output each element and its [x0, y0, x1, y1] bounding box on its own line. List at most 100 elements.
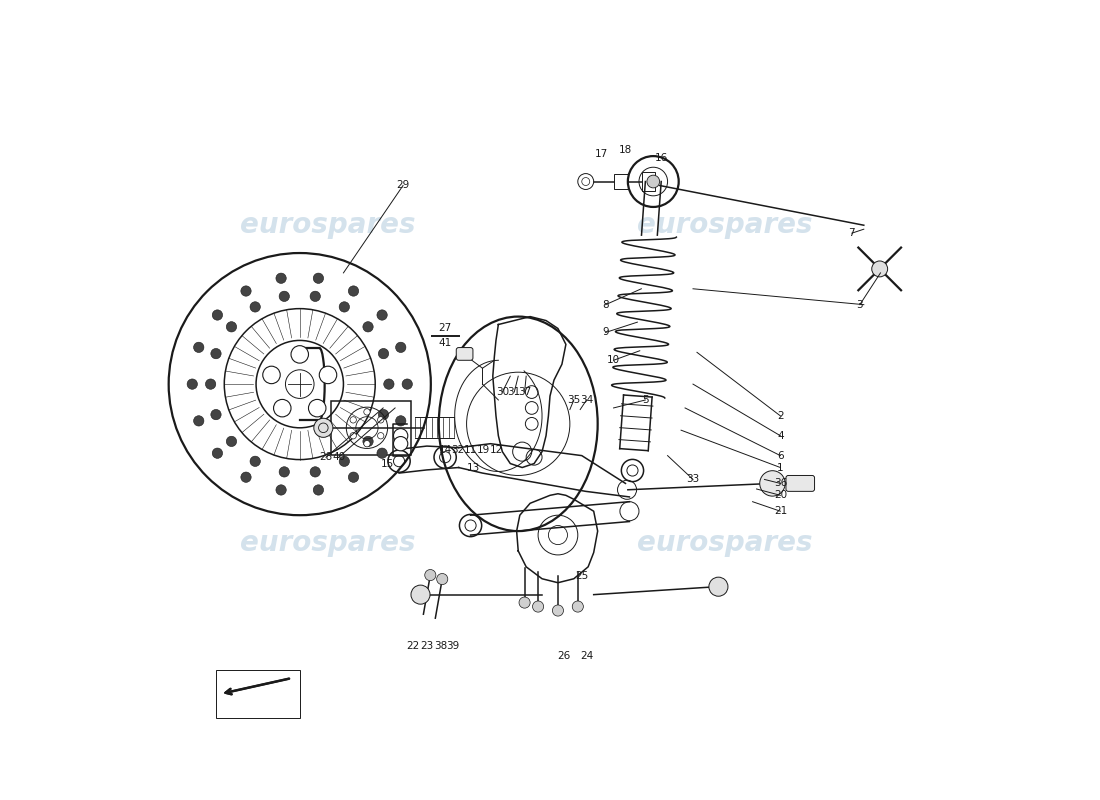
Text: 24: 24 [580, 651, 593, 661]
Circle shape [572, 601, 583, 612]
Text: 20: 20 [773, 490, 786, 500]
Text: 28: 28 [319, 452, 332, 462]
Circle shape [377, 417, 384, 423]
Circle shape [250, 456, 261, 466]
Circle shape [411, 585, 430, 604]
Circle shape [377, 448, 387, 458]
Text: 22: 22 [407, 642, 420, 651]
Circle shape [378, 349, 388, 358]
Text: 4: 4 [777, 430, 783, 441]
Circle shape [206, 379, 216, 390]
Text: 31: 31 [507, 387, 521, 397]
Text: 13: 13 [466, 462, 480, 473]
Circle shape [194, 416, 204, 426]
Text: 32: 32 [451, 445, 464, 455]
Text: 8: 8 [603, 300, 609, 310]
Text: 36: 36 [773, 478, 786, 489]
Circle shape [708, 577, 728, 596]
Text: 1: 1 [777, 462, 783, 473]
Circle shape [314, 273, 323, 283]
Circle shape [279, 291, 289, 302]
Text: 10: 10 [607, 355, 620, 366]
Text: 16: 16 [654, 153, 668, 162]
Text: 27: 27 [439, 323, 452, 334]
Text: 7: 7 [848, 228, 855, 238]
Circle shape [308, 399, 326, 417]
Text: 34: 34 [580, 395, 593, 405]
Text: 9: 9 [603, 327, 609, 338]
Text: 29: 29 [396, 181, 409, 190]
Circle shape [350, 433, 356, 439]
Circle shape [211, 349, 221, 358]
Circle shape [394, 437, 408, 451]
Circle shape [364, 441, 370, 447]
Circle shape [194, 342, 204, 353]
Text: 23: 23 [420, 642, 433, 651]
Circle shape [212, 448, 222, 458]
Circle shape [552, 605, 563, 616]
Text: 35: 35 [568, 395, 581, 405]
Text: 3: 3 [857, 300, 864, 310]
Circle shape [314, 485, 323, 495]
Circle shape [364, 409, 370, 415]
Circle shape [276, 273, 286, 283]
Text: 17: 17 [595, 149, 608, 158]
Circle shape [339, 302, 350, 312]
Circle shape [292, 346, 308, 363]
Circle shape [250, 302, 261, 312]
Text: 40: 40 [332, 452, 345, 462]
FancyBboxPatch shape [785, 475, 814, 491]
Text: 30: 30 [496, 387, 509, 397]
Text: 33: 33 [686, 474, 700, 485]
Text: 15: 15 [382, 458, 395, 469]
Circle shape [211, 410, 221, 420]
Text: eurospares: eurospares [240, 529, 416, 557]
Circle shape [314, 418, 333, 438]
Circle shape [241, 472, 251, 482]
Circle shape [425, 570, 436, 581]
Circle shape [377, 433, 384, 439]
Circle shape [274, 399, 292, 417]
Circle shape [187, 379, 197, 390]
Circle shape [339, 456, 350, 466]
Text: eurospares: eurospares [240, 211, 416, 239]
Circle shape [437, 574, 448, 585]
Text: 26: 26 [558, 651, 571, 661]
Circle shape [378, 410, 388, 420]
Circle shape [363, 322, 373, 332]
Text: 6: 6 [777, 450, 783, 461]
Text: 2: 2 [777, 411, 783, 421]
Text: 19: 19 [476, 445, 490, 455]
Circle shape [532, 601, 543, 612]
Circle shape [396, 416, 406, 426]
Text: 38: 38 [433, 642, 447, 651]
Circle shape [384, 379, 394, 390]
Text: eurospares: eurospares [637, 211, 813, 239]
Circle shape [396, 342, 406, 353]
Text: 21: 21 [773, 506, 786, 516]
Circle shape [377, 310, 387, 320]
Circle shape [350, 417, 356, 423]
Circle shape [319, 366, 337, 384]
Circle shape [349, 286, 359, 296]
Circle shape [310, 466, 320, 477]
Circle shape [227, 436, 236, 446]
FancyBboxPatch shape [217, 670, 300, 718]
Text: 41: 41 [439, 338, 452, 348]
Circle shape [263, 366, 280, 384]
Circle shape [363, 436, 373, 446]
Circle shape [872, 261, 888, 277]
Text: 37: 37 [518, 387, 531, 397]
Circle shape [227, 322, 236, 332]
Text: 39: 39 [447, 642, 460, 651]
Circle shape [403, 379, 412, 390]
Circle shape [647, 175, 660, 188]
Text: 14: 14 [439, 445, 452, 455]
Text: 5: 5 [642, 395, 649, 405]
Circle shape [276, 485, 286, 495]
Text: 25: 25 [575, 571, 589, 582]
Circle shape [241, 286, 251, 296]
Text: eurospares: eurospares [637, 529, 813, 557]
Circle shape [279, 466, 289, 477]
Circle shape [519, 597, 530, 608]
